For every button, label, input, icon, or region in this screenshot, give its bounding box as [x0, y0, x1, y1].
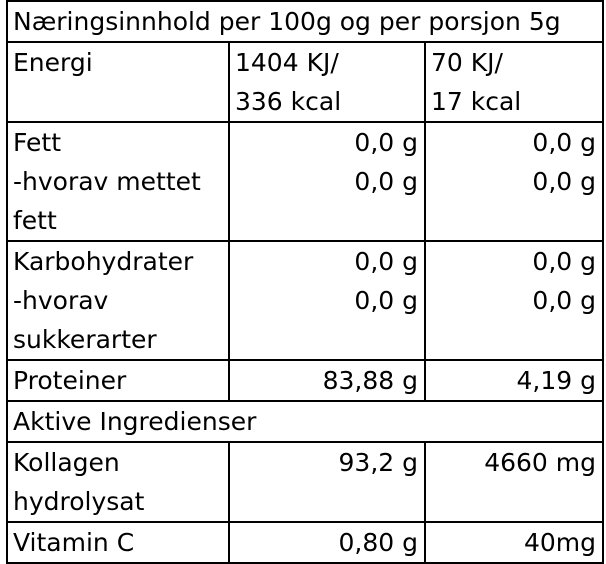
sugars-per100: 0,0 g [354, 286, 418, 315]
carbs-per100-cell: 0,0 g 0,0 g [228, 240, 426, 361]
energy-row: Energi 1404 KJ/ 336 kcal 70 KJ/ 17 kcal [6, 41, 604, 123]
collagen-label-line2: hydrolysat [13, 487, 145, 516]
sugars-label-line2: sukkerarter [13, 325, 157, 354]
carbs-label-cell: Karbohydrater -hvorav sukkerarter [6, 240, 230, 361]
vitamin-c-portion: 40mg [424, 521, 604, 564]
protein-per100: 83,88 g [228, 359, 426, 402]
energy-per100-kcal: 336 kcal [235, 87, 342, 116]
energy-portion-kcal: 17 kcal [431, 87, 522, 116]
energy-per100-kj: 1404 KJ/ [235, 48, 339, 77]
fat-label-cell: Fett -hvorav mettet fett [6, 121, 230, 242]
collagen-label-line1: Kollagen [13, 448, 120, 477]
saturated-fat-label-line1: -hvorav mettet [13, 167, 201, 196]
nutrition-table-container: Næringsinnhold per 100g og per porsjon 5… [6, 0, 604, 564]
fat-row: Fett -hvorav mettet fett 0,0 g 0,0 g 0,0… [6, 121, 604, 242]
energy-portion-cell: 70 KJ/ 17 kcal [424, 41, 604, 123]
fat-portion-cell: 0,0 g 0,0 g [424, 121, 604, 242]
energy-per100-cell: 1404 KJ/ 336 kcal [228, 41, 426, 123]
protein-portion: 4,19 g [424, 359, 604, 402]
table-header-row: Næringsinnhold per 100g og per porsjon 5… [6, 0, 604, 43]
sugars-portion: 0,0 g [532, 286, 596, 315]
fat-portion: 0,0 g [532, 128, 596, 157]
collagen-per100: 93,2 g [228, 441, 426, 523]
energy-portion-kj: 70 KJ/ [431, 48, 503, 77]
table-title: Næringsinnhold per 100g og per porsjon 5… [6, 0, 604, 43]
carbs-per100: 0,0 g [354, 247, 418, 276]
collagen-row: Kollagen hydrolysat 93,2 g 4660 mg [6, 441, 604, 523]
saturated-fat-portion: 0,0 g [532, 167, 596, 196]
active-ingredients-title: Aktive Ingredienser [6, 400, 604, 443]
active-ingredients-header-row: Aktive Ingredienser [6, 400, 604, 443]
vitamin-c-per100: 0,80 g [228, 521, 426, 564]
carbs-label: Karbohydrater [13, 247, 194, 276]
carbs-row: Karbohydrater -hvorav sukkerarter 0,0 g … [6, 240, 604, 361]
vitamin-c-label: Vitamin C [6, 521, 230, 564]
sugars-label-line1: -hvorav [13, 286, 109, 315]
fat-label: Fett [13, 128, 61, 157]
protein-row: Proteiner 83,88 g 4,19 g [6, 359, 604, 402]
fat-per100: 0,0 g [354, 128, 418, 157]
energy-label: Energi [6, 41, 230, 123]
collagen-portion: 4660 mg [424, 441, 604, 523]
fat-per100-cell: 0,0 g 0,0 g [228, 121, 426, 242]
nutrition-table: Næringsinnhold per 100g og per porsjon 5… [6, 0, 604, 564]
saturated-fat-label-line2: fett [13, 206, 57, 235]
carbs-portion-cell: 0,0 g 0,0 g [424, 240, 604, 361]
protein-label: Proteiner [6, 359, 230, 402]
carbs-portion: 0,0 g [532, 247, 596, 276]
vitamin-c-row: Vitamin C 0,80 g 40mg [6, 521, 604, 564]
saturated-fat-per100: 0,0 g [354, 167, 418, 196]
collagen-label-cell: Kollagen hydrolysat [6, 441, 230, 523]
